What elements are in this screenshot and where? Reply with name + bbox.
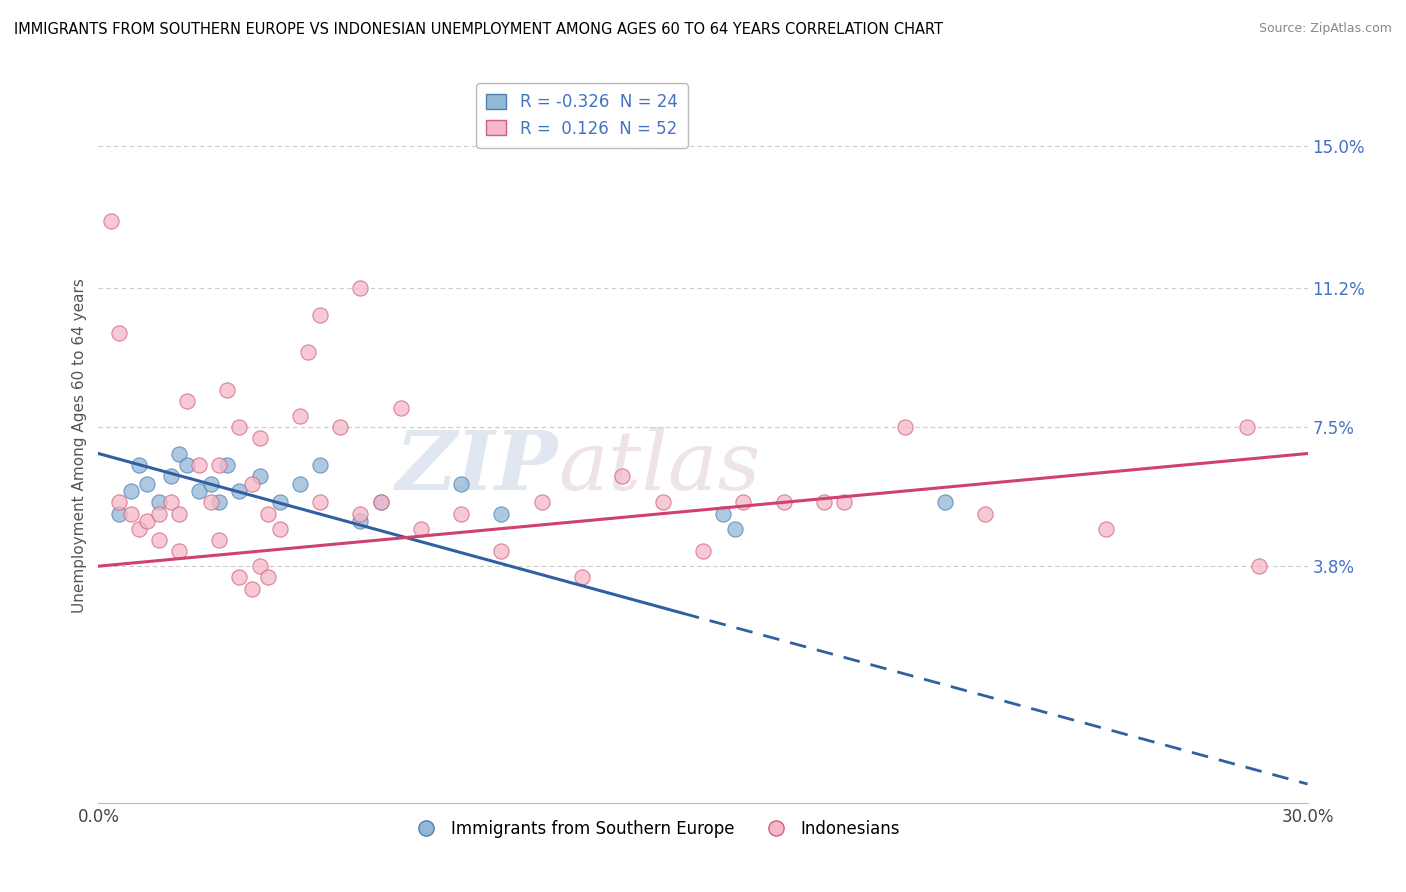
Point: [491, 507, 513, 521]
Point: [200, 495, 222, 509]
Point: [813, 495, 835, 509]
Point: [349, 281, 371, 295]
Point: [240, 582, 263, 596]
Point: [249, 469, 271, 483]
Point: [228, 484, 250, 499]
Point: [208, 495, 231, 509]
Point: [228, 420, 250, 434]
Point: [309, 458, 332, 472]
Point: [167, 544, 190, 558]
Text: IMMIGRANTS FROM SOUTHERN EUROPE VS INDONESIAN UNEMPLOYMENT AMONG AGES 60 TO 64 Y: IMMIGRANTS FROM SOUTHERN EUROPE VS INDON…: [14, 22, 943, 37]
Point: [288, 476, 311, 491]
Point: [208, 458, 231, 472]
Point: [176, 393, 198, 408]
Point: [329, 420, 352, 434]
Point: [349, 507, 371, 521]
Point: [1236, 420, 1258, 434]
Point: [571, 570, 593, 584]
Legend: Immigrants from Southern Europe, Indonesians: Immigrants from Southern Europe, Indones…: [402, 814, 907, 845]
Point: [309, 495, 332, 509]
Point: [128, 458, 150, 472]
Point: [240, 476, 263, 491]
Point: [651, 495, 673, 509]
Point: [107, 507, 129, 521]
Point: [711, 507, 734, 521]
Point: [772, 495, 794, 509]
Point: [409, 522, 432, 536]
Point: [148, 507, 170, 521]
Point: [370, 495, 392, 509]
Point: [107, 326, 129, 341]
Point: [256, 507, 278, 521]
Point: [1095, 522, 1118, 536]
Point: [450, 476, 472, 491]
Point: [269, 495, 291, 509]
Point: [832, 495, 855, 509]
Point: [934, 495, 956, 509]
Point: [370, 495, 392, 509]
Point: [120, 507, 142, 521]
Point: [256, 570, 278, 584]
Point: [148, 495, 170, 509]
Point: [249, 432, 271, 446]
Point: [176, 458, 198, 472]
Point: [724, 522, 747, 536]
Point: [107, 495, 129, 509]
Point: [208, 533, 231, 547]
Point: [450, 507, 472, 521]
Point: [188, 458, 211, 472]
Point: [491, 544, 513, 558]
Point: [309, 308, 332, 322]
Text: ZIP: ZIP: [395, 427, 558, 508]
Y-axis label: Unemployment Among Ages 60 to 64 years: Unemployment Among Ages 60 to 64 years: [72, 278, 87, 614]
Point: [217, 383, 239, 397]
Point: [188, 484, 211, 499]
Point: [228, 570, 250, 584]
Point: [135, 476, 157, 491]
Point: [217, 458, 239, 472]
Point: [288, 409, 311, 423]
Point: [128, 522, 150, 536]
Point: [160, 495, 183, 509]
Point: [100, 213, 122, 227]
Point: [269, 522, 291, 536]
Point: [893, 420, 915, 434]
Point: [349, 514, 371, 528]
Point: [974, 507, 997, 521]
Point: [120, 484, 142, 499]
Point: [612, 469, 634, 483]
Point: [200, 476, 222, 491]
Point: [389, 401, 412, 416]
Point: [733, 495, 755, 509]
Point: [530, 495, 553, 509]
Point: [135, 514, 157, 528]
Point: [167, 446, 190, 460]
Point: [167, 507, 190, 521]
Point: [249, 559, 271, 574]
Point: [692, 544, 714, 558]
Text: Source: ZipAtlas.com: Source: ZipAtlas.com: [1258, 22, 1392, 36]
Point: [297, 345, 319, 359]
Text: atlas: atlas: [558, 427, 761, 508]
Point: [148, 533, 170, 547]
Point: [160, 469, 183, 483]
Point: [1249, 559, 1271, 574]
